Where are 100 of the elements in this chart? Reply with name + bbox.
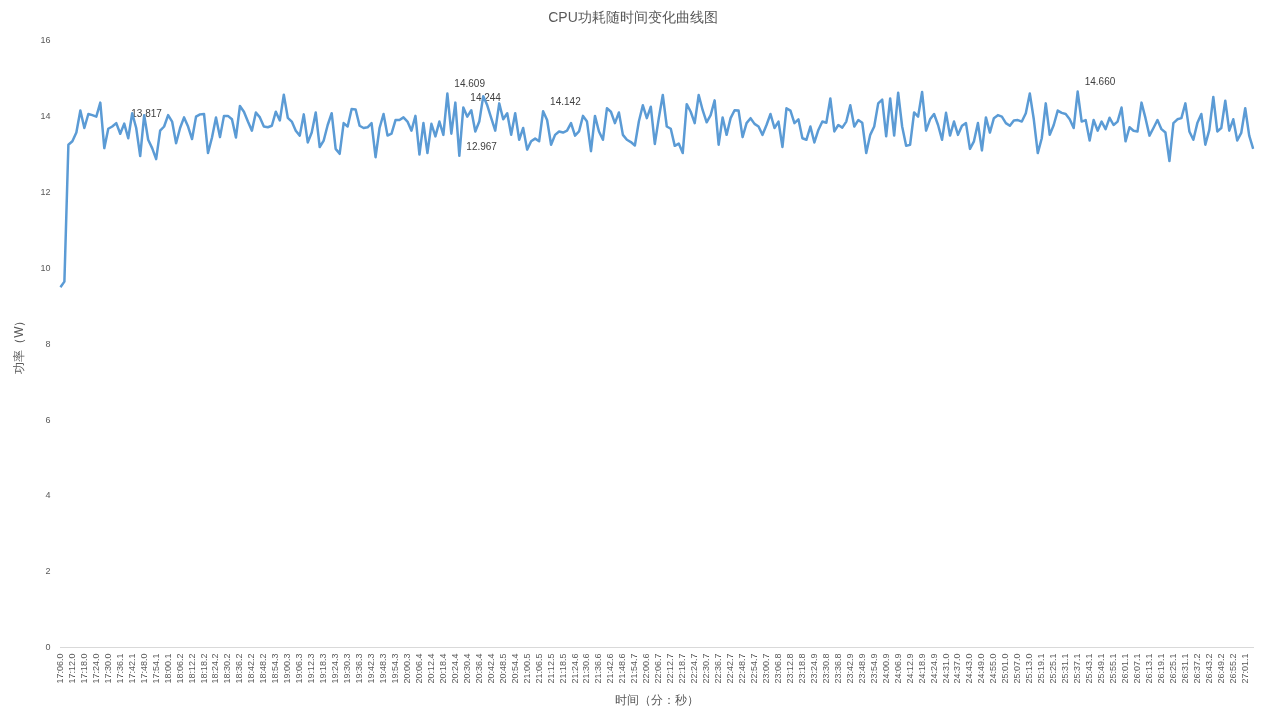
x-tick-label: 21:12.5 [545,653,556,684]
x-tick-label: 19:06.3 [294,653,305,684]
chart-title: CPU功耗随时间变化曲线图 [548,9,718,26]
x-tick-label: 18:54.3 [270,653,281,684]
x-tick-label: 19:42.3 [366,653,377,684]
x-tick-label: 24:18.9 [916,653,927,684]
x-tick-label: 23:42.9 [844,653,855,684]
x-tick-label: 18:48.2 [258,653,269,684]
y-tick-label: 2 [45,566,51,577]
x-tick-label: 19:36.3 [354,653,365,684]
x-tick-label: 20:12.4 [425,653,436,684]
x-tick-label: 21:54.7 [629,653,640,684]
x-tick-label: 19:18.3 [318,653,329,684]
x-tick-label: 17:36.1 [114,653,125,684]
x-tick-label: 22:06.7 [653,653,664,684]
x-tick-label: 22:36.7 [713,653,724,684]
x-tick-label: 17:42.1 [126,653,137,684]
x-tick-label: 24:49.0 [976,653,987,684]
y-tick-label: 10 [40,262,51,273]
x-tick-label: 22:18.7 [677,653,688,684]
x-tick-label: 25:49.1 [1096,653,1107,684]
x-tick-label: 18:18.2 [198,653,209,684]
x-tick-label: 26:37.2 [1191,653,1202,684]
data-label: 14.660 [1084,76,1116,88]
x-tick-label: 18:12.2 [186,653,197,684]
x-tick-label: 19:54.3 [389,653,400,684]
x-tick-label: 22:12.7 [665,653,676,684]
x-tick-label: 26:55.2 [1227,653,1238,684]
x-tick-label: 25:07.0 [1012,653,1023,684]
x-tick-label: 20:36.4 [473,653,484,684]
x-tick-label: 26:31.1 [1179,653,1190,684]
x-tick-label: 26:01.1 [1120,653,1131,684]
x-tick-label: 26:19.1 [1155,653,1166,684]
data-label: 12.967 [466,140,498,152]
x-tick-label: 25:43.1 [1084,653,1095,684]
x-tick-label: 23:36.8 [832,653,843,684]
x-tick-label: 25:55.1 [1108,653,1119,684]
x-tick-label: 18:00.1 [162,653,173,684]
y-tick-label: 14 [40,111,51,122]
x-tick-label: 27:01.1 [1239,653,1250,684]
x-tick-label: 21:24.6 [569,653,580,684]
x-tick-label: 17:48.0 [138,653,149,684]
x-tick-label: 20:24.4 [449,653,460,684]
y-tick-label: 16 [40,35,51,46]
x-tick-label: 22:24.7 [689,653,700,684]
x-tick-label: 18:24.2 [210,653,221,684]
x-tick-label: 23:06.8 [772,653,783,684]
x-tick-label: 23:48.9 [856,653,867,684]
x-tick-label: 18:30.2 [222,653,233,684]
x-tick-label: 22:48.7 [737,653,748,684]
x-tick-label: 26:49.2 [1215,653,1226,684]
x-tick-label: 18:06.2 [174,653,185,684]
x-tick-label: 24:06.9 [892,653,903,684]
x-tick-label: 23:24.9 [808,653,819,684]
x-tick-label: 24:24.9 [928,653,939,684]
x-tick-label: 21:36.6 [593,653,604,684]
x-tick-label: 23:30.8 [820,653,831,684]
x-tick-label: 21:18.5 [557,653,568,684]
y-tick-label: 4 [45,490,51,501]
x-tick-label: 20:54.4 [509,653,520,684]
y-tick-label: 6 [45,414,51,425]
x-tick-label: 21:30.6 [581,653,592,684]
x-tick-label: 25:13.0 [1024,653,1035,684]
x-tick-label: 20:18.4 [437,653,448,684]
x-tick-label: 22:54.7 [749,653,760,684]
x-tick-label: 20:48.5 [497,653,508,684]
x-tick-label: 19:24.3 [330,653,341,684]
y-axis-title: 功率（W） [11,314,26,374]
x-tick-label: 21:48.6 [617,653,628,684]
x-tick-label: 26:25.1 [1167,653,1178,684]
x-tick-label: 24:43.0 [964,653,975,684]
x-tick-label: 17:54.1 [150,653,161,684]
x-tick-label: 25:01.0 [1000,653,1011,684]
x-tick-label: 21:00.5 [521,653,532,684]
x-tick-label: 24:00.9 [880,653,891,684]
x-tick-label: 22:00.6 [641,653,652,684]
x-tick-label: 24:37.0 [952,653,963,684]
x-tick-label: 21:42.6 [605,653,616,684]
y-tick-label: 12 [40,186,51,197]
y-tick-label: 0 [45,642,51,653]
x-tick-label: 17:12.0 [66,653,77,684]
x-tick-label: 25:37.1 [1072,653,1083,684]
x-tick-label: 23:12.8 [784,653,795,684]
x-tick-label: 17:06.0 [54,653,65,684]
x-tick-label: 22:30.7 [701,653,712,684]
x-tick-label: 26:13.1 [1143,653,1154,684]
x-tick-label: 25:25.1 [1048,653,1059,684]
y-tick-label: 8 [45,338,51,349]
x-tick-label: 26:43.2 [1203,653,1214,684]
x-tick-label: 17:18.0 [78,653,89,684]
x-tick-label: 19:30.3 [342,653,353,684]
x-axis-title: 时间（分：秒） [614,693,699,708]
data-label: 14.609 [454,78,486,90]
x-tick-label: 24:55.0 [988,653,999,684]
x-tick-label: 26:07.1 [1132,653,1142,684]
x-tick-label: 24:31.0 [940,653,951,684]
x-tick-label: 20:06.4 [413,653,424,684]
x-tick-label: 18:42.2 [246,653,257,684]
x-tick-label: 24:12.9 [904,653,915,684]
x-tick-label: 19:48.3 [378,653,389,684]
